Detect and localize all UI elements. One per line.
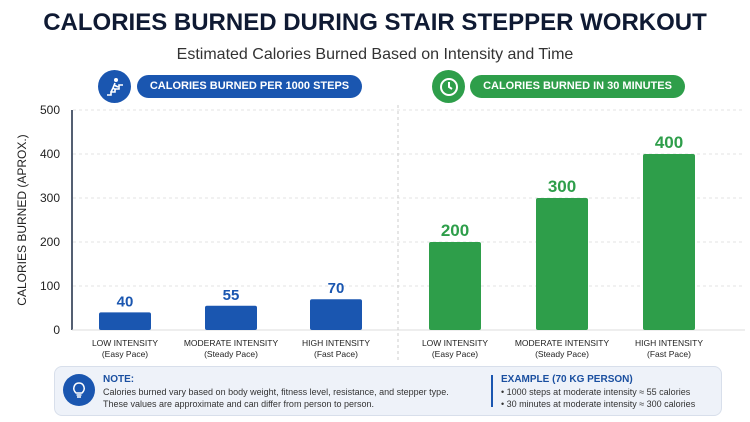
- data-label: 400: [655, 133, 683, 152]
- note-line: These values are approximate and can dif…: [103, 399, 374, 409]
- bar: [205, 305, 257, 330]
- divider: [491, 375, 493, 407]
- bar: [643, 154, 695, 330]
- y-tick-label: 500: [40, 103, 60, 117]
- x-tick-label: HIGH INTENSITY: [635, 338, 703, 348]
- x-tick-label: LOW INTENSITY: [92, 338, 158, 348]
- data-label: 70: [328, 280, 345, 297]
- chart-subtitle: Estimated Calories Burned Based on Inten…: [176, 46, 574, 63]
- bar: [536, 198, 588, 330]
- x-tick-sublabel: (Steady Pace): [535, 349, 589, 359]
- y-tick-label: 400: [40, 147, 60, 161]
- y-tick-label: 100: [40, 279, 60, 293]
- x-tick-sublabel: (Easy Pace): [432, 349, 478, 359]
- data-label: 55: [223, 287, 240, 304]
- legend-30min: CALORIES BURNED IN 30 MINUTES: [470, 75, 685, 98]
- y-tick-label: 200: [40, 235, 60, 249]
- bar: [429, 242, 481, 330]
- clock-icon: [432, 70, 465, 103]
- note-heading: NOTE:: [103, 374, 135, 385]
- data-label: 40: [117, 293, 134, 310]
- bar-chart: 0 100 200 300 400 500 CALORIES BURNED (APROX.)…: [15, 103, 745, 360]
- note-line: Calories burned vary based on body weigh…: [103, 387, 449, 397]
- example-heading: EXAMPLE (70 KG PERSON): [501, 374, 633, 385]
- y-tick-label: 0: [53, 323, 60, 337]
- note-box: NOTE: Calories burned vary based on body…: [54, 366, 722, 416]
- chart-title: CALORIES BURNED DURING STAIR STEPPER WOR…: [43, 9, 707, 36]
- example-line: • 30 minutes at moderate intensity ≈ 300…: [501, 399, 696, 409]
- data-label: 200: [441, 221, 469, 240]
- stair-climber-icon: [98, 70, 131, 103]
- y-tick-label: 300: [40, 191, 60, 205]
- legend-steps: CALORIES BURNED PER 1000 STEPS: [137, 75, 362, 98]
- data-label: 300: [548, 177, 576, 196]
- bar: [310, 299, 362, 330]
- x-tick-label: LOW INTENSITY: [422, 338, 488, 348]
- example-line: • 1000 steps at moderate intensity ≈ 55 …: [501, 387, 691, 397]
- x-tick-sublabel: (Easy Pace): [102, 349, 148, 359]
- y-axis-label: CALORIES BURNED (APROX.): [15, 134, 29, 305]
- x-tick-label: MODERATE INTENSITY: [515, 338, 610, 348]
- x-tick-sublabel: (Steady Pace): [204, 349, 258, 359]
- lightbulb-icon: [63, 374, 95, 406]
- x-tick-label: MODERATE INTENSITY: [184, 338, 279, 348]
- x-tick-label: HIGH INTENSITY: [302, 338, 370, 348]
- x-tick-sublabel: (Fast Pace): [647, 349, 691, 359]
- x-tick-sublabel: (Fast Pace): [314, 349, 358, 359]
- bar: [99, 312, 151, 330]
